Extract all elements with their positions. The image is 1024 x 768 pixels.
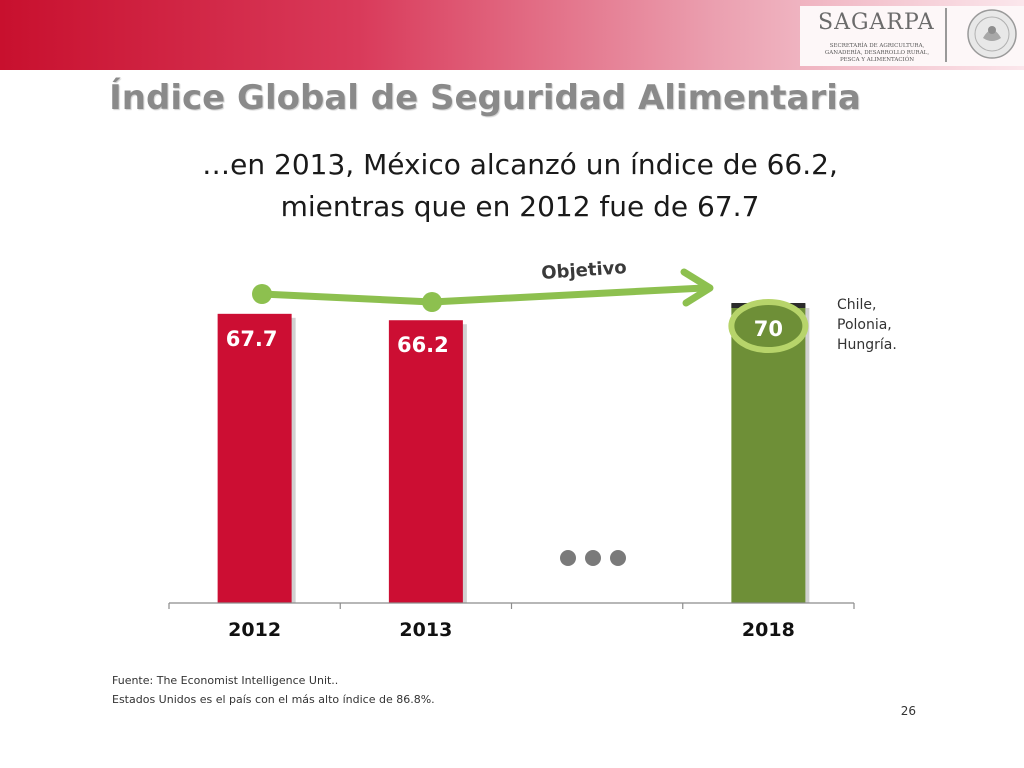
- gap-marker-dot: [560, 550, 576, 566]
- bar-2018: [731, 304, 806, 603]
- x-tick-label-2012: 2012: [228, 619, 281, 641]
- trend-point-2013: [422, 292, 442, 312]
- bar-2012: [217, 313, 292, 603]
- x-tick-label-2018: 2018: [742, 619, 795, 641]
- gap-marker-dot: [585, 550, 601, 566]
- logo-wordmark: SAGARPA: [818, 10, 935, 35]
- objective-label: Objetivo: [541, 257, 628, 284]
- logo-subtitle: SECRETARÍA DE AGRICULTURA, GANADERÍA, DE…: [824, 43, 930, 63]
- objective-arrow-head: [680, 268, 714, 307]
- slide-title: Índice Global de Seguridad Alimentaria: [109, 78, 861, 118]
- page-number: 26: [900, 704, 916, 718]
- target-country-label: Hungría.: [837, 337, 897, 353]
- footnote-source: Fuente: The Economist Intelligence Unit.…: [112, 674, 339, 687]
- subtitle-line-2: mientras que en 2012 fue de 67.7: [280, 190, 760, 223]
- target-country-label: Polonia,: [837, 317, 892, 333]
- slide-subtitle: …en 2013, México alcanzó un índice de 66…: [140, 144, 900, 228]
- logo-divider: [945, 8, 947, 62]
- footnote-note: Estados Unidos es el país con el más alt…: [112, 693, 435, 706]
- subtitle-line-1: …en 2013, México alcanzó un índice de 66…: [202, 148, 838, 181]
- target-country-label: Chile,: [837, 297, 877, 313]
- sagarpa-logo: SAGARPA SECRETARÍA DE AGRICULTURA, GANAD…: [800, 6, 1024, 66]
- mexico-coat-of-arms-seal-icon: [967, 9, 1017, 59]
- x-tick-label-2013: 2013: [399, 619, 452, 641]
- bar-value-label: 67.7: [226, 327, 278, 351]
- trend-point-2012: [252, 284, 272, 304]
- trend-line-segment: [258, 290, 436, 306]
- bar-value-label: 66.2: [397, 333, 449, 357]
- gap-marker-dot: [610, 550, 626, 566]
- bar-2013: [388, 320, 463, 603]
- bar-value-label: 70: [754, 317, 783, 341]
- target-value-ring: [728, 299, 809, 353]
- objective-arrow-shaft: [428, 284, 708, 306]
